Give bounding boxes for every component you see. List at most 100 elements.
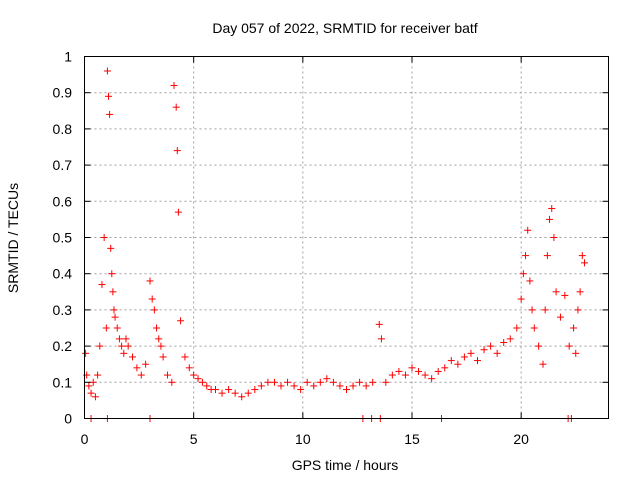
data-point (539, 360, 547, 368)
data-point (174, 208, 182, 216)
data-point (107, 244, 115, 252)
y-tick-label: 0.8 (53, 121, 73, 137)
y-tick-label: 0 (64, 411, 72, 427)
data-point (375, 320, 383, 328)
data-point (506, 335, 514, 343)
data-point (142, 360, 150, 368)
data-point (543, 252, 551, 260)
x-tick-label: 20 (513, 431, 529, 447)
y-tick-label: 0.4 (53, 266, 73, 282)
data-point (91, 393, 99, 401)
data-point (150, 306, 158, 314)
x-axis-label: GPS time / hours (292, 457, 399, 473)
data-point (218, 389, 226, 397)
data-point (369, 378, 377, 386)
data-point (251, 386, 259, 394)
data-point (157, 342, 165, 350)
data-point (94, 371, 102, 379)
data-point (238, 393, 246, 401)
data-point (290, 382, 298, 390)
data-point (550, 234, 558, 241)
data-point (108, 270, 116, 278)
data-point (356, 378, 364, 386)
data-point (110, 306, 118, 314)
data-point (526, 277, 534, 285)
axis-ticks (84, 56, 609, 419)
data-point (552, 288, 560, 296)
data-point (137, 371, 145, 379)
data-point (310, 382, 318, 390)
data-point (401, 371, 409, 379)
data-point (323, 375, 331, 383)
data-point (467, 349, 475, 357)
data-point (421, 371, 429, 379)
data-point (447, 357, 455, 365)
data-point (163, 371, 171, 379)
data-point (574, 306, 582, 314)
data-point (124, 342, 132, 350)
data-point (522, 252, 530, 260)
data-point (203, 382, 211, 390)
data-point (530, 324, 538, 332)
data-point (578, 252, 586, 260)
data-point (118, 342, 126, 350)
data-point (556, 313, 564, 321)
data-point (487, 342, 495, 350)
data-point (377, 335, 385, 343)
y-tick-label: 0.5 (53, 230, 73, 246)
data-point (329, 378, 337, 386)
data-point (441, 364, 449, 372)
data-point (316, 378, 324, 386)
data-point (120, 349, 128, 357)
data-point (148, 295, 156, 303)
data-point (395, 367, 403, 375)
data-point (177, 317, 185, 325)
y-tick-label: 0.7 (53, 157, 73, 173)
x-tick-labels: 0 5 10 15 20 (81, 431, 530, 447)
data-point (172, 103, 180, 111)
data-point (460, 353, 468, 361)
data-point (170, 81, 178, 89)
data-point (264, 378, 272, 386)
data-point (103, 67, 111, 75)
data-point (113, 324, 121, 332)
data-point (474, 357, 481, 365)
data-point (153, 324, 161, 332)
data-point (284, 378, 292, 386)
data-point (270, 378, 278, 386)
x-tick-label: 5 (190, 431, 198, 447)
y-tick-labels: 0 0.1 0.2 0.3 0.4 0.5 0.6 0.7 0.8 0.9 1 (53, 49, 73, 427)
data-point (434, 367, 442, 375)
data-point (349, 382, 357, 390)
data-point (565, 342, 573, 350)
data-point (198, 378, 206, 386)
grid (84, 56, 609, 419)
data-point (524, 226, 532, 234)
data-point (190, 371, 198, 379)
data-point (109, 288, 117, 296)
data-point (297, 386, 305, 394)
y-axis-label: SRMTID / TECUs (5, 183, 21, 293)
data-point (106, 110, 114, 118)
chart-title: Day 057 of 2022, SRMTID for receiver bat… (212, 20, 477, 36)
data-point (277, 382, 285, 390)
data-point (82, 349, 90, 357)
data-point (415, 367, 423, 375)
data-point (570, 324, 578, 332)
data-point (408, 364, 416, 372)
data-point (98, 281, 106, 289)
data-point (225, 386, 233, 394)
y-tick-label: 0.1 (53, 374, 73, 390)
data-point (96, 342, 104, 350)
data-point (168, 378, 176, 386)
data-point (303, 378, 311, 386)
data-point (155, 335, 163, 343)
data-point (146, 277, 154, 285)
y-tick-label: 0.2 (53, 338, 73, 354)
data-point (129, 353, 137, 361)
data-point (194, 375, 202, 383)
data-point (122, 335, 130, 343)
data-point (133, 364, 141, 372)
data-point (493, 349, 501, 357)
